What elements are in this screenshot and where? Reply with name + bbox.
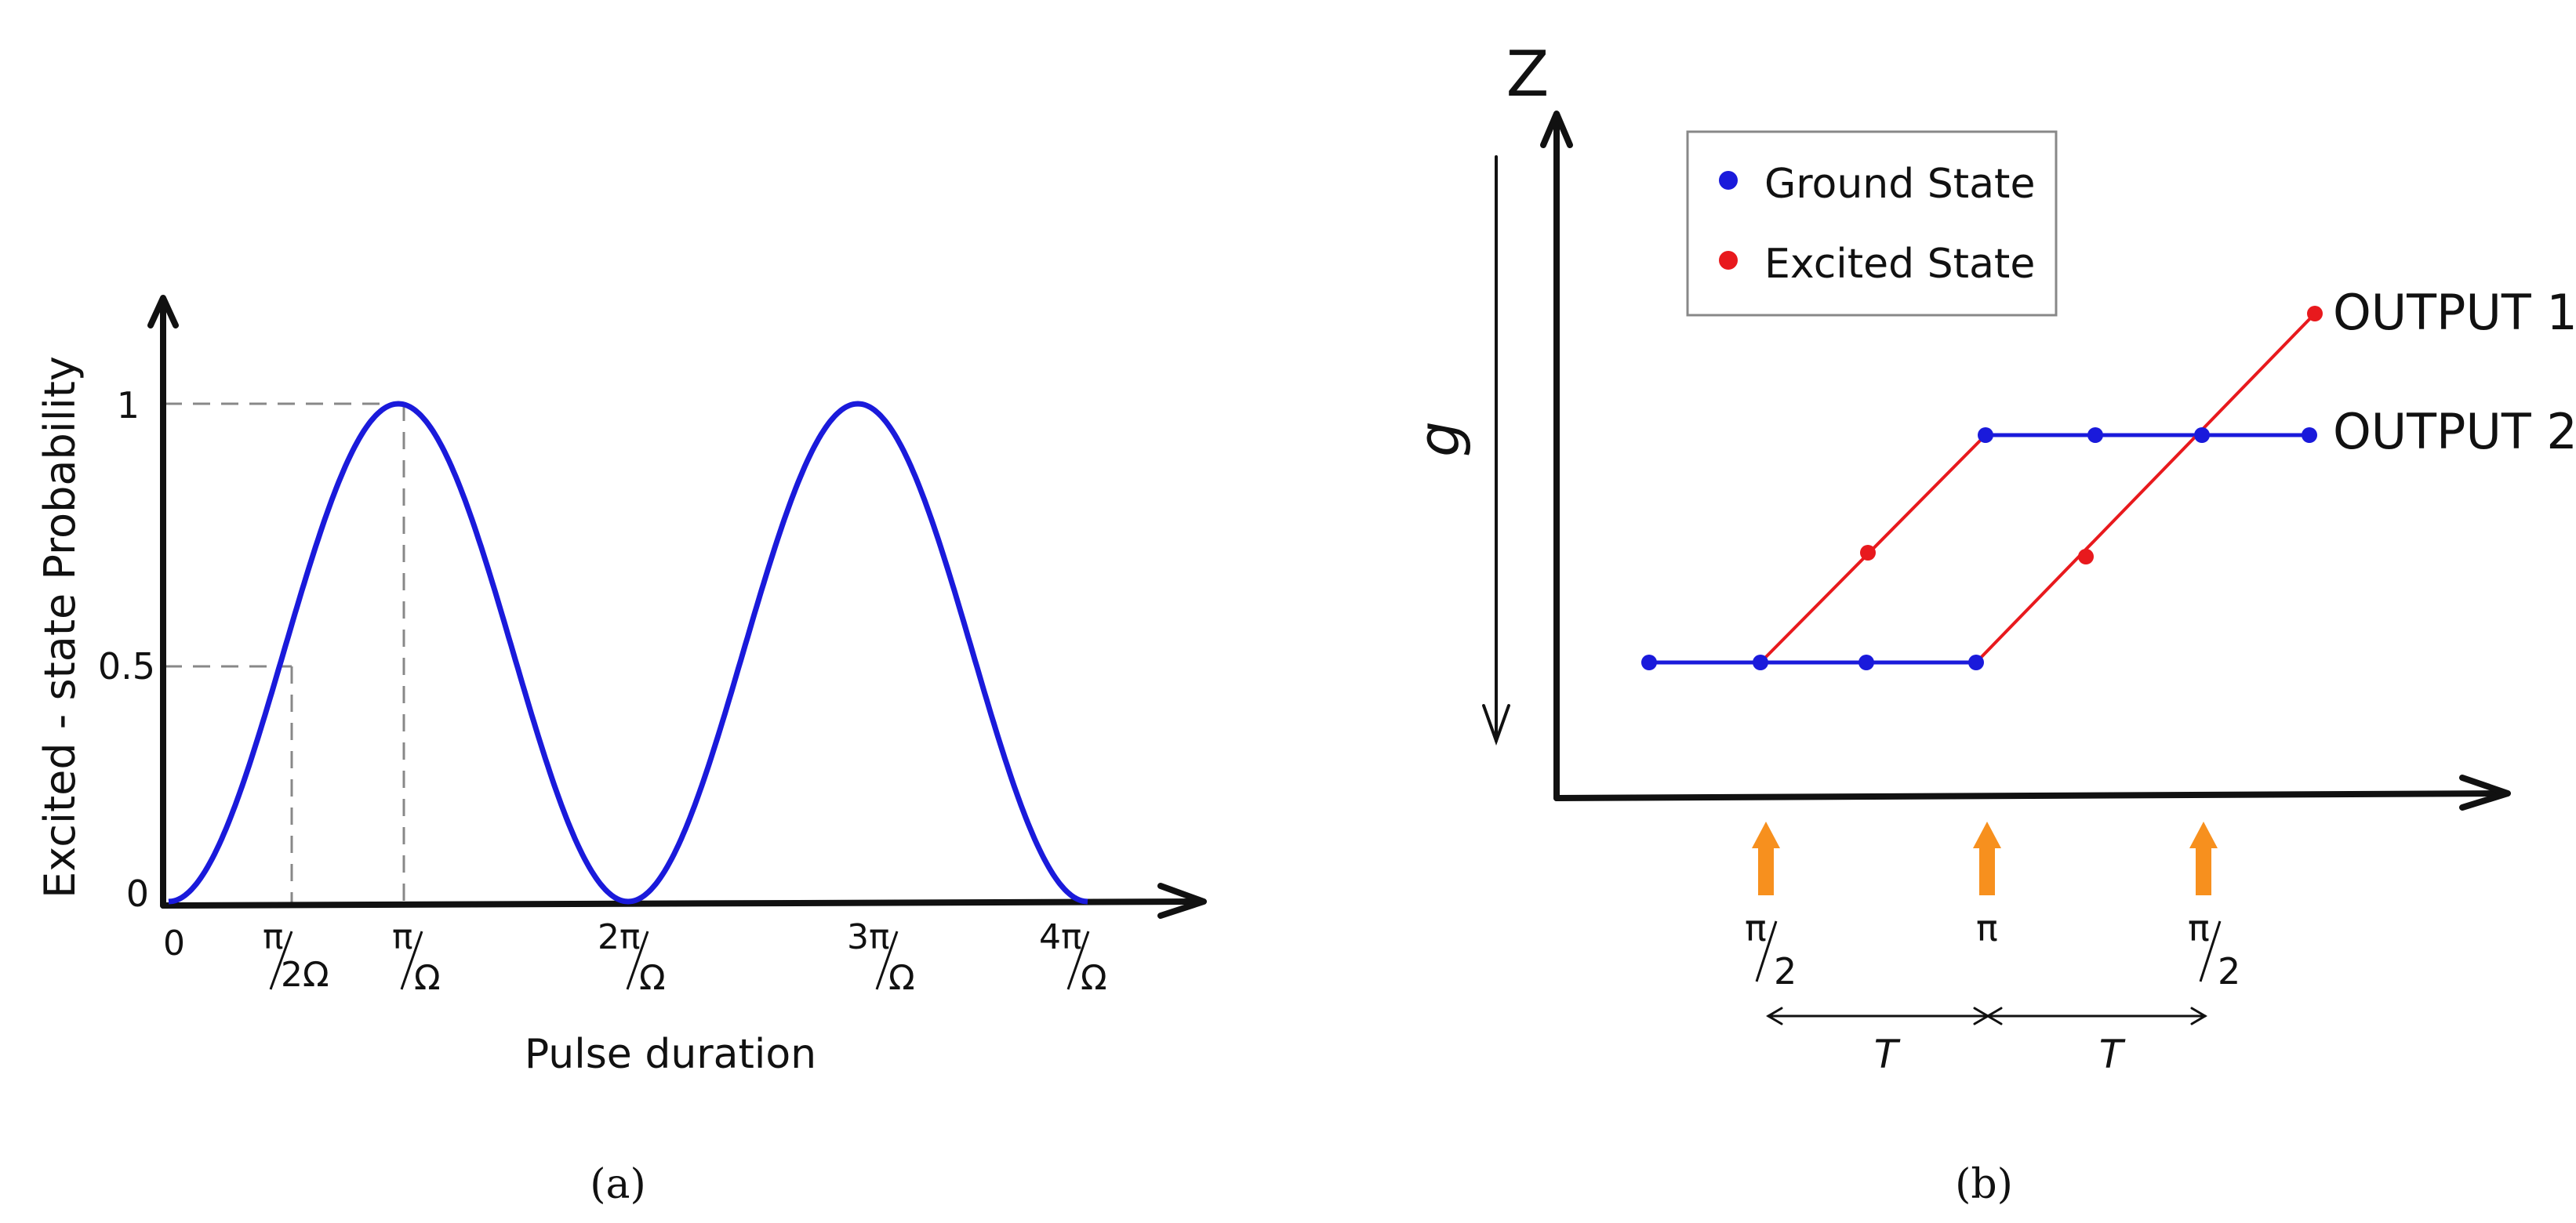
t-axis (1553, 790, 2509, 801)
x-tick-pi-slash (400, 931, 423, 990)
ground-dot (2194, 427, 2210, 443)
excited-dots (1860, 306, 2323, 564)
axes-b (1540, 111, 2511, 811)
ground-dot (1968, 655, 1984, 670)
x-tick-4pi-den: Ω (1081, 958, 1107, 998)
excited-dot (2307, 306, 2323, 321)
pulse-arrow-2 (1973, 822, 2001, 895)
y-axis-label-a: Excited - state Probability (35, 356, 85, 898)
gravity-label: g (1406, 421, 1472, 457)
x-tick-2pi-num: 2π (598, 917, 640, 957)
excited-dot (1860, 545, 1876, 561)
z-axis-label: Z (1506, 38, 1550, 111)
caption-b: (b) (1955, 1161, 2013, 1208)
legend-box (1686, 130, 2058, 317)
interval-2-label: T (2099, 1032, 2126, 1077)
ground-dot (2302, 427, 2317, 443)
probability-curve (168, 401, 1088, 905)
ground-dot (1858, 655, 1874, 670)
ground-dot (2087, 427, 2103, 443)
pulse-2-num: π (1976, 907, 1998, 949)
x-axis-label-a: Pulse duration (525, 1031, 816, 1078)
x-tick-3pi-den: Ω (888, 958, 915, 998)
panel-b: Z g Ground State Excited State (1406, 38, 2576, 1208)
x-tick-pi2-slash (269, 931, 293, 990)
output-1-label: OUTPUT 1 (2333, 284, 2576, 341)
ground-dot (1753, 655, 1768, 670)
excited-path-2 (1975, 312, 2316, 664)
ground-dot (1641, 655, 1657, 670)
pulse-arrow-1 (1752, 822, 1780, 895)
t-axis-arrow (2459, 775, 2511, 811)
y-axis-a-arrow (147, 295, 179, 328)
caption-a: (a) (590, 1161, 646, 1208)
legend-excited-label: Excited State (1764, 241, 2035, 288)
x-axis-a (160, 898, 1203, 909)
excited-dot (2078, 549, 2094, 564)
x-tick-2pi-slash (626, 931, 649, 990)
interval-1-label: T (1874, 1032, 1901, 1077)
pulse-1-num: π (1745, 907, 1767, 949)
pulse-3-num: π (2188, 907, 2210, 949)
excited-paths (1759, 312, 2316, 664)
pulse-1-slash (1755, 920, 1778, 982)
legend-ground-label: Ground State (1764, 161, 2035, 208)
pulse-3-den: 2 (2218, 950, 2240, 993)
x-tick-0: 0 (163, 924, 185, 964)
pulse-3-slash (2199, 920, 2222, 982)
x-tick-3pi-num: 3π (847, 917, 889, 957)
z-axis-arrow (1540, 111, 1573, 148)
y-tick-0.5: 0.5 (98, 645, 155, 688)
x-tick-4pi-slash (1066, 931, 1090, 990)
ground-dot (1978, 427, 1993, 443)
x-tick-2pi-den: Ω (639, 958, 666, 998)
pulse-arrow-3 (2189, 822, 2218, 895)
legend-excited-marker (1719, 251, 1738, 270)
x-tick-pi2-num: π (263, 917, 284, 957)
pulse-labels: π 2 π π 2 (1745, 907, 2240, 993)
ground-dots (1641, 427, 2317, 670)
legend-ground-marker (1719, 171, 1738, 190)
ground-paths (1649, 433, 2309, 665)
output-2-label: OUTPUT 2 (2333, 403, 2576, 460)
pulse-1-den: 2 (1774, 950, 1797, 993)
gravity-arrow (1482, 155, 1510, 746)
axes-a (147, 295, 1207, 919)
panel-a: Excited - state Probability 1 0.5 0 0 π … (35, 295, 1207, 1208)
x-tick-4pi-num: 4π (1039, 917, 1081, 957)
x-tick-pi2-den: 2Ω (281, 955, 329, 995)
x-ticks-a: 0 π 2Ω π Ω 2π Ω 3π Ω 4π Ω (163, 917, 1107, 998)
y-tick-0: 0 (126, 873, 149, 915)
x-tick-pi-num: π (392, 917, 413, 957)
x-axis-a-arrow (1157, 883, 1207, 919)
legend: Ground State Excited State (1686, 130, 2058, 317)
x-tick-3pi-slash (875, 931, 899, 990)
x-tick-pi-den: Ω (414, 958, 441, 998)
guide-lines (165, 402, 405, 903)
y-tick-1: 1 (117, 384, 140, 426)
pulse-arrows (1752, 822, 2218, 895)
interval-arrows (1766, 1007, 2207, 1025)
